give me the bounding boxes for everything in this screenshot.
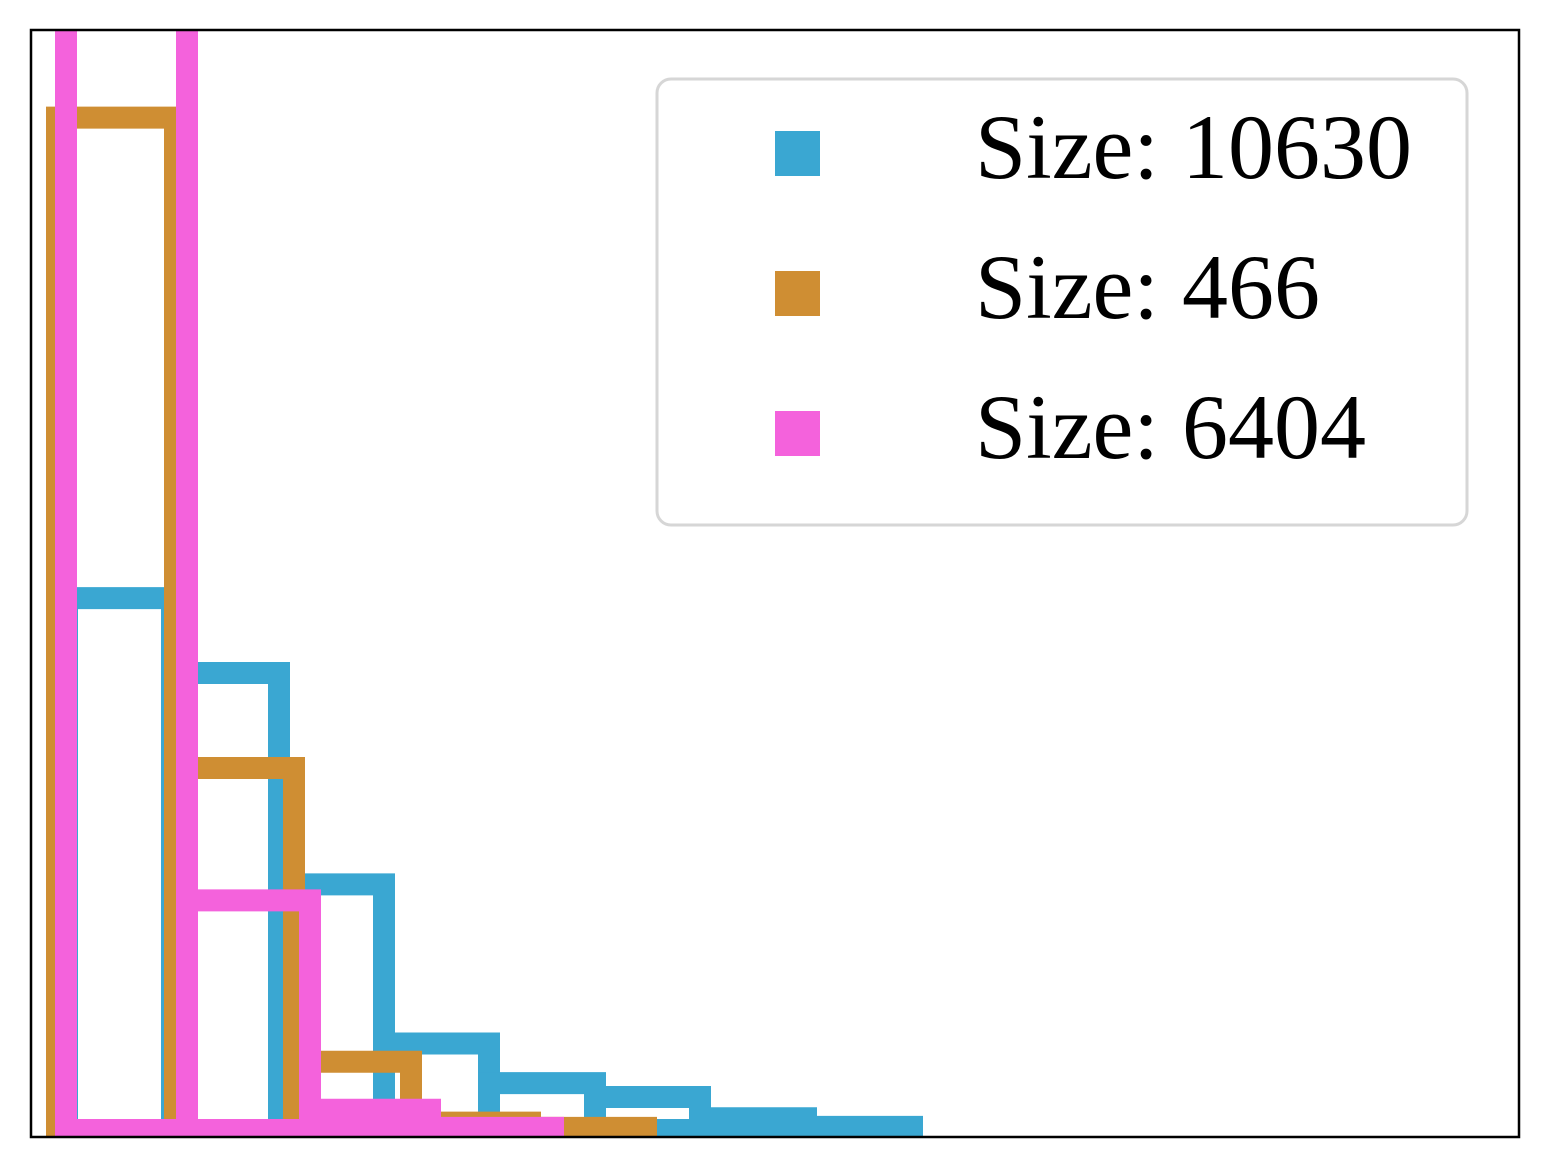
histogram-bar <box>176 889 321 1137</box>
legend-box <box>655 77 1469 527</box>
plot-frame <box>29 28 1521 1139</box>
legend-swatch <box>775 271 820 316</box>
histogram-bar <box>419 1116 564 1137</box>
legend: Size: 10630 Size: 466 Size: 6404 <box>655 77 1469 527</box>
legend-label: Size: 10630 <box>975 96 1412 198</box>
histogram-bar <box>55 30 198 1137</box>
plot-area <box>46 30 923 1137</box>
legend-label: Size: 6404 <box>975 376 1366 478</box>
histogram-bar <box>689 1107 817 1137</box>
legend-swatch <box>775 131 820 176</box>
legend-swatch <box>775 411 820 456</box>
histogram-bar <box>795 1115 923 1137</box>
histogram-bar <box>584 1085 711 1137</box>
histogram-bar <box>299 1098 441 1137</box>
legend-label: Size: 466 <box>975 236 1320 338</box>
